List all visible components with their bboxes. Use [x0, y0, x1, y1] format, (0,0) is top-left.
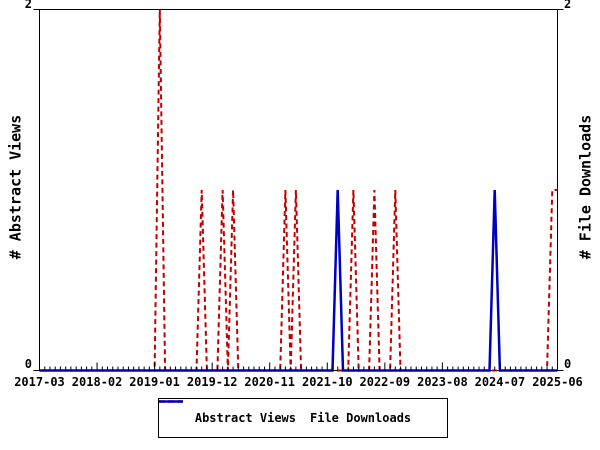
- legend-entry-abstract-views: Abstract Views: [159, 400, 296, 425]
- x-tick-label: 2017-03: [14, 375, 65, 389]
- x-tick-label: 2025-06: [532, 375, 583, 389]
- legend-label-abstract-views: Abstract Views: [194, 411, 296, 425]
- y-tick-label-left-min: 0: [24, 357, 32, 371]
- legend-entry-file-downloads: File Downloads: [159, 400, 412, 425]
- y-tick-label-right-min: 0: [564, 357, 572, 371]
- x-tick-label: 2023-08: [417, 375, 468, 389]
- legend-label-file-downloads: File Downloads: [310, 411, 412, 425]
- legend: Abstract Views File Downloads: [158, 398, 448, 438]
- y-tick-label-right-max: 2: [564, 0, 572, 11]
- x-tick-label: 2021-10: [302, 375, 353, 389]
- x-tick-label: 2022-09: [359, 375, 411, 389]
- y-axis-label-right: # File Downloads: [576, 114, 595, 260]
- x-tick-label: 2020-11: [244, 375, 295, 389]
- plot-border: [39, 9, 558, 371]
- x-tick-label: 2018-02: [71, 375, 123, 389]
- series-line-abstract-views: [39, 9, 558, 372]
- solid-line-sample-icon: [159, 400, 183, 403]
- x-tick-label: 2019-12: [186, 375, 238, 389]
- y-tick-label-left-max: 2: [24, 0, 32, 11]
- x-tick-label: 2024-07: [474, 375, 526, 389]
- y-axis-label-left: # Abstract Views: [6, 114, 25, 260]
- x-tick-label: 2019-01: [129, 375, 180, 389]
- series-line-file-downloads: [39, 189, 558, 372]
